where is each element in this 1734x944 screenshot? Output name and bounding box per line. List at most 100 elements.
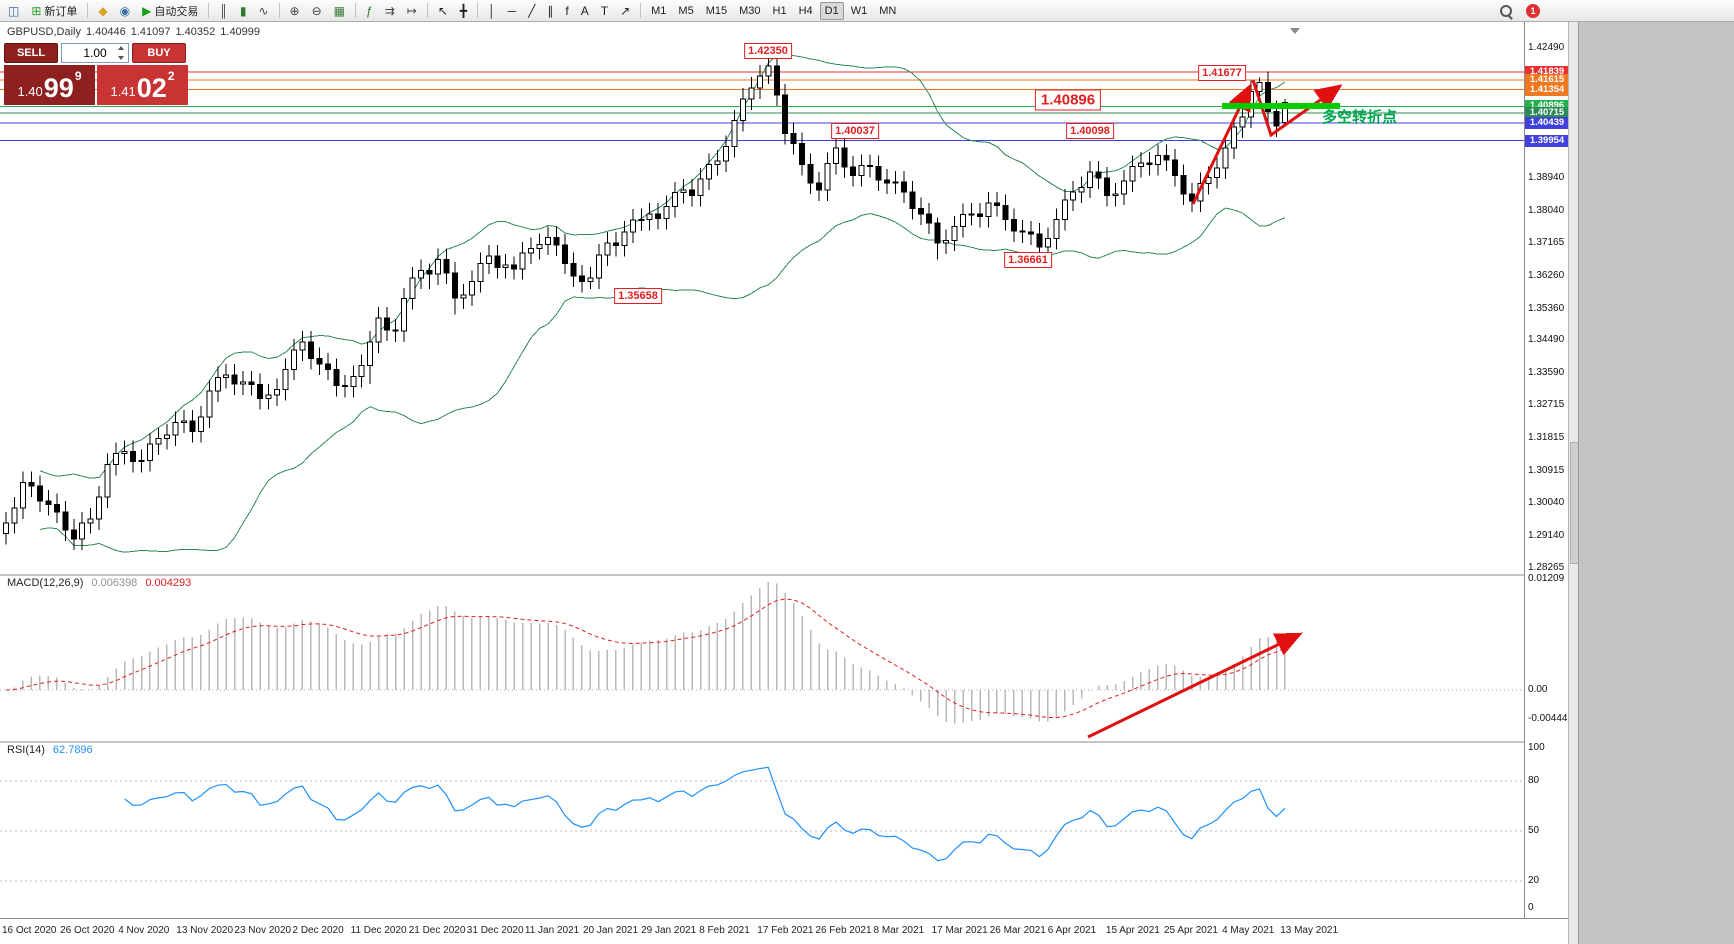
volume-value: 1.00 [83, 46, 107, 60]
community-button[interactable]: ◉ [115, 2, 135, 20]
text-icon: A [580, 3, 589, 18]
price-tick: 1.37165 [1528, 236, 1565, 248]
candles-layer [3, 53, 1288, 551]
tf-h4-label: H4 [798, 4, 813, 17]
new-chart-button[interactable]: ◫ [3, 2, 24, 20]
chevron-down-icon[interactable] [1290, 28, 1300, 34]
price-label[interactable]: 1.41677 [1198, 65, 1246, 81]
ask-big-digits: 02 [136, 73, 167, 103]
tf-m15-button[interactable]: M15 [701, 2, 732, 20]
cursor-button[interactable]: ↖ [433, 2, 453, 20]
fibonacci-icon: f [565, 3, 569, 18]
level-lines-layer [0, 71, 1524, 142]
bid-price-panel[interactable]: 1.40 99 9 [4, 65, 95, 105]
volume-spin-buttons[interactable] [118, 46, 126, 60]
ask-pip-digit: 2 [167, 69, 175, 83]
indicators-button[interactable]: ƒ [361, 2, 378, 20]
tf-h4-button[interactable]: H4 [794, 2, 818, 20]
tf-m5-button[interactable]: M5 [673, 2, 698, 20]
toolbar-separator [278, 3, 280, 18]
date-label: 25 Apr 2021 [1164, 925, 1218, 936]
date-label: 4 May 2021 [1222, 925, 1275, 936]
macd-main-value: 0.006398 [91, 577, 138, 589]
auto-scroll-button[interactable]: ⇉ [380, 2, 400, 20]
new-order-label: 新订单 [44, 5, 78, 18]
date-label: 20 Jan 2021 [583, 925, 639, 936]
volume-stepper[interactable]: 1.00 [61, 43, 129, 63]
trendline-button[interactable]: ╱ [523, 2, 540, 20]
price-tick: 1.35360 [1528, 302, 1565, 314]
tf-m1-label: M1 [651, 4, 667, 17]
chart-shift-button[interactable]: ↦ [402, 2, 422, 20]
date-label: 11 Dec 2020 [350, 925, 407, 936]
date-label: 8 Mar 2021 [873, 925, 925, 936]
price-label[interactable]: 1.40098 [1066, 123, 1114, 139]
candlestick-mode-button[interactable]: ▮ [235, 2, 252, 20]
buy-button[interactable]: BUY [132, 43, 186, 63]
price-tick: 1.42490 [1528, 42, 1565, 53]
price-tag: 1.41615 [1525, 73, 1568, 86]
new-order-button[interactable]: ⊞ 新订单 [26, 2, 82, 20]
bid-big-digits: 99 [43, 73, 74, 103]
price-label[interactable]: 1.36661 [1004, 252, 1052, 268]
pullback-projection-arrow[interactable] [1251, 79, 1343, 138]
line-chart-mode-button[interactable]: ∿ [253, 2, 273, 20]
toolbar-separator [355, 3, 357, 18]
tf-h1-button[interactable]: H1 [768, 2, 792, 20]
price-label[interactable]: 1.42350 [744, 43, 792, 59]
grid-button[interactable]: ▦ [329, 2, 350, 20]
price-tag: 1.41354 [1525, 83, 1568, 96]
ask-price-panel[interactable]: 1.41 02 2 [97, 65, 188, 105]
price-chart-canvas[interactable] [0, 22, 1524, 918]
price-label[interactable]: 1.35658 [614, 288, 662, 304]
tf-w1-button[interactable]: W1 [846, 2, 873, 20]
date-label: 17 Mar 2021 [931, 925, 988, 936]
rsi-name: RSI(14) [7, 744, 45, 756]
ohlc-close: 1.40999 [220, 26, 261, 38]
arrows-tool-button[interactable]: ↗ [615, 2, 635, 20]
channel-button[interactable]: ∥ [542, 2, 558, 20]
chart-shift-icon: ↦ [406, 3, 417, 18]
toolbar-separator [426, 3, 428, 18]
price-label[interactable]: 1.40896 [1034, 89, 1102, 111]
volume-down-icon[interactable] [118, 56, 124, 60]
crosshair-icon: ╋ [459, 3, 468, 18]
volume-up-icon[interactable] [118, 46, 124, 50]
time-axis[interactable]: 16 Oct 2020 26 Oct 2020 4 Nov 2020 13 Nov 2… [0, 918, 1568, 944]
bar-chart-mode-button[interactable]: ║ [214, 2, 233, 20]
search-icon[interactable] [1500, 5, 1512, 17]
tf-d1-button[interactable]: D1 [819, 1, 844, 20]
rsi-tick: 50 [1528, 825, 1540, 836]
vertical-line-button[interactable]: │ [483, 2, 501, 20]
horizontal-line-button[interactable]: ─ [503, 2, 522, 20]
metaeditor-button[interactable]: ◆ [93, 2, 112, 20]
tf-m1-button[interactable]: M1 [646, 2, 671, 20]
tf-m30-button[interactable]: M30 [734, 2, 765, 20]
tf-m30-label: M30 [739, 4, 761, 17]
price-label[interactable]: 1.40037 [831, 123, 879, 139]
macd-trend-arrow[interactable] [1087, 632, 1303, 739]
ask-prefix: 1.41 [110, 84, 136, 99]
toolbar-separator [208, 3, 210, 18]
price-axis[interactable]: 1.42490 1.38940 1.38040 1.37165 1.36260 1.353… [1524, 22, 1568, 918]
sell-button[interactable]: SELL [4, 43, 58, 63]
vertical-scrollbar[interactable] [1568, 22, 1579, 944]
autotrading-button[interactable]: ▶ 自动交易 [137, 2, 203, 20]
text-button[interactable]: A [576, 2, 594, 20]
bid-pip-digit: 9 [74, 69, 82, 83]
fibonacci-button[interactable]: f [560, 2, 573, 20]
tf-h1-label: H1 [772, 4, 787, 17]
date-label: 11 Jan 2021 [524, 925, 580, 936]
text-label-button[interactable]: T [596, 2, 613, 20]
chart-area[interactable]: GBPUSD,Daily 1.40446 1.41097 1.40352 1.40999… [0, 22, 1524, 918]
candlestick-mode-icon: ▮ [239, 3, 247, 18]
tf-mn-button[interactable]: MN [874, 2, 901, 20]
date-label: 16 Oct 2020 [2, 925, 57, 936]
crosshair-button[interactable]: ╋ [455, 2, 472, 20]
notification-badge[interactable]: 1 [1526, 4, 1540, 18]
trendline-icon: ╱ [528, 3, 536, 18]
zoom-out-button[interactable]: ⊖ [307, 2, 327, 20]
price-tick: 1.38940 [1528, 171, 1565, 183]
price-tag: 1.40439 [1525, 116, 1568, 129]
zoom-in-button[interactable]: ⊕ [285, 2, 305, 20]
